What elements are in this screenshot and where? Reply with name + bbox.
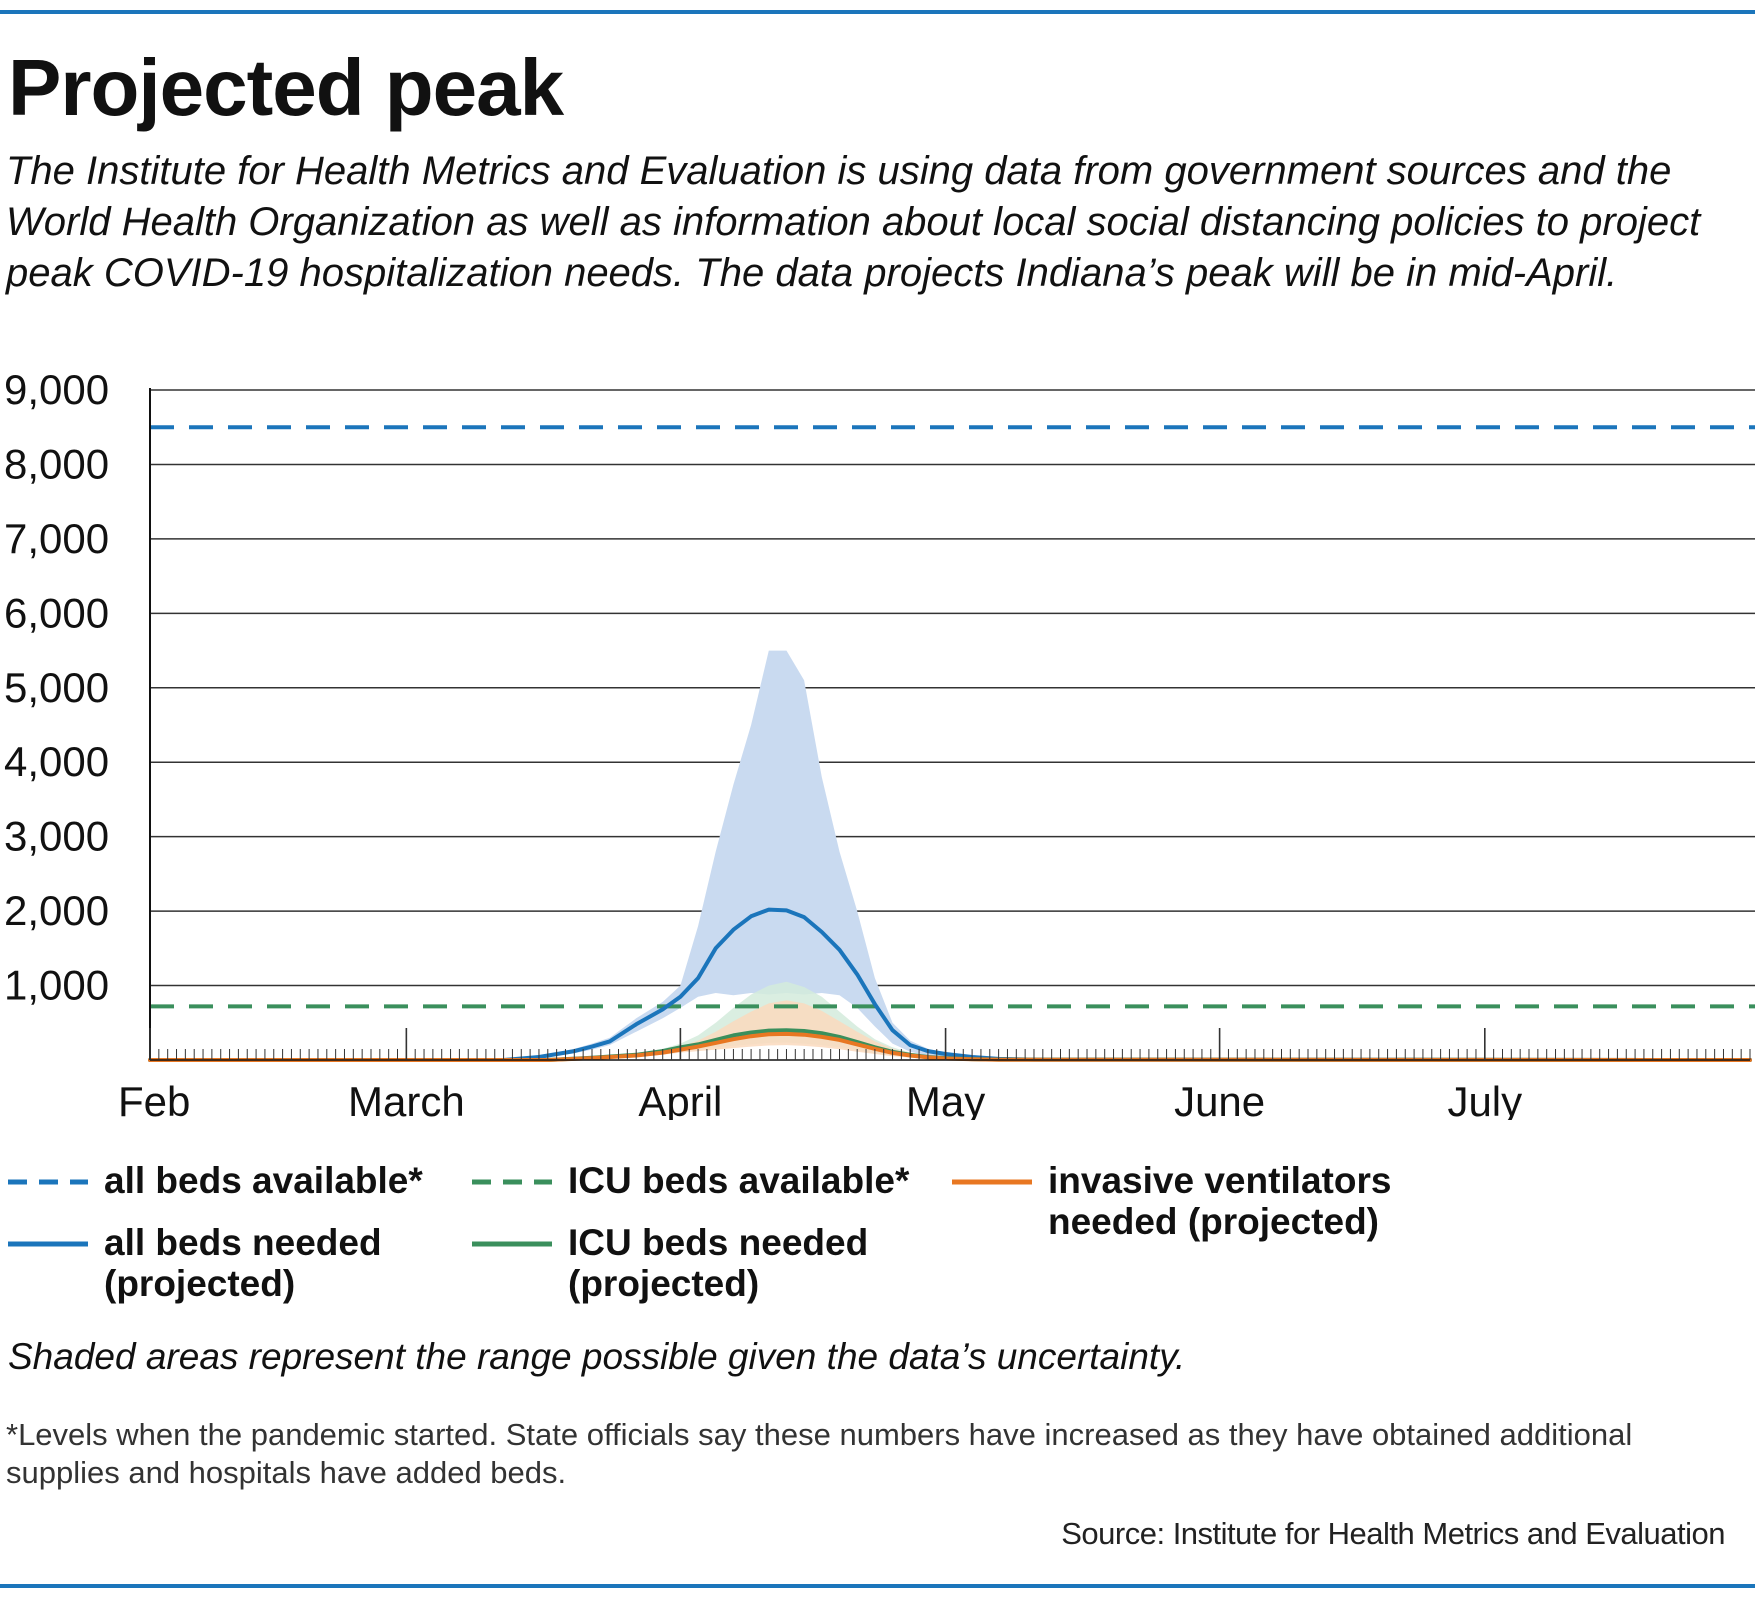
- reference-lines: [150, 425, 1755, 1009]
- legend-label: all beds needed (projected): [104, 1222, 382, 1304]
- legend-swatch: [8, 1241, 88, 1247]
- legend-label: ICU beds available*: [568, 1160, 910, 1201]
- top-accent-rule: [0, 10, 1755, 14]
- y-tick-label: 6,000: [4, 589, 109, 636]
- chart-plot: 9,000 8,000 7,000 6,000 5,000 4,000 3,000 2,000…: [4, 366, 1755, 1120]
- legend-item: all beds available*: [6, 1160, 423, 1206]
- chart-subtitle: The Institute for Health Metrics and Eva…: [6, 149, 1701, 295]
- uncertainty-bands: [150, 650, 1750, 1060]
- tick-labels: 9,000 8,000 7,000 6,000 5,000 4,000 3,000 2,000…: [4, 366, 1522, 1120]
- legend-swatch: [472, 1179, 552, 1185]
- uncertainty-band-1: [150, 981, 1750, 1060]
- x-tick-label: April: [638, 1078, 722, 1120]
- legend-item: ICU beds needed (projected): [470, 1222, 888, 1304]
- x-tick-label: July: [1447, 1078, 1522, 1120]
- x-tick-label: March: [348, 1078, 465, 1120]
- x-tick-label: Feb: [118, 1078, 190, 1120]
- legend-item: all beds needed (projected): [6, 1222, 404, 1304]
- legend-item: ICU beds available*: [470, 1160, 909, 1206]
- x-tick-label: May: [906, 1078, 985, 1120]
- chart-title: Projected peak: [8, 43, 564, 132]
- legend-label: all beds available*: [104, 1160, 423, 1201]
- uncertainty-band-0: [150, 650, 1750, 1060]
- x-tick-label: June: [1174, 1078, 1265, 1120]
- y-tick-label: 5,000: [4, 664, 109, 711]
- legend-swatch: [8, 1179, 88, 1185]
- uncertainty-band-2: [150, 1000, 1750, 1060]
- y-tick-label: 9,000: [4, 366, 109, 413]
- y-tick-label: 8,000: [4, 440, 109, 487]
- legend-label: invasive ventilators needed (projected): [1048, 1160, 1392, 1242]
- source-credit: Source: Institute for Health Metrics and…: [1061, 1516, 1725, 1551]
- gridlines: [150, 389, 1755, 987]
- bottom-accent-rule: [0, 1584, 1755, 1588]
- legend-swatch: [472, 1241, 552, 1247]
- axes: [149, 388, 1751, 1061]
- footnote: *Levels when the pandemic started. State…: [6, 1417, 1633, 1490]
- series-lines: [148, 907, 1752, 1062]
- y-tick-label: 4,000: [4, 738, 109, 785]
- series-line-2: [148, 1031, 1752, 1062]
- y-tick-label: 1,000: [4, 962, 109, 1009]
- series-line-0: [148, 907, 1752, 1062]
- legend-swatch: [952, 1179, 1032, 1185]
- y-tick-label: 7,000: [4, 515, 109, 562]
- y-tick-label: 3,000: [4, 813, 109, 860]
- y-tick-label: 2,000: [4, 887, 109, 934]
- legend-item: invasive ventilators needed (projected): [950, 1160, 1428, 1242]
- shading-note: Shaded areas represent the range possibl…: [8, 1336, 1186, 1377]
- legend-label: ICU beds needed (projected): [568, 1222, 869, 1304]
